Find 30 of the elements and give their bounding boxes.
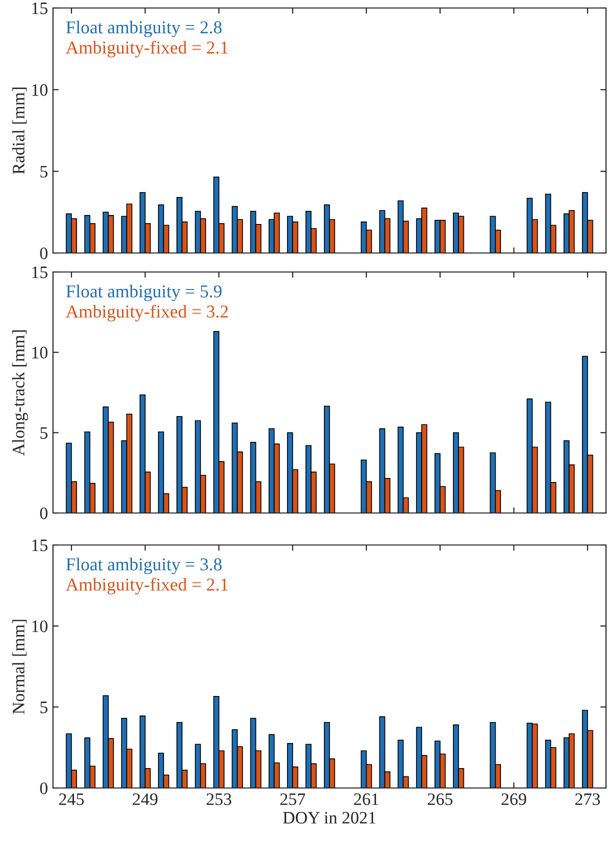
x-tick-label: 257 [280,793,306,806]
x-tick-label: 265 [428,793,452,806]
x-tick-label: 261 [354,793,378,806]
y-tick-label: 15 [32,2,48,14]
y-tick-label: 10 [32,346,48,359]
x-axis-title: DOY in 2021 [283,812,376,824]
x-tick-label: 269 [502,793,526,806]
text: Ambiguity-fixed = 2.1 [66,578,228,594]
text: Float ambiguity = 3.8 [66,558,222,574]
y-tick-label: 15 [32,540,48,552]
y-axis-title: Along-track [mm] [12,330,28,456]
x-tick-label: 273 [575,793,600,806]
y-axis-title: Normal [mm] [12,620,27,714]
y-tick-label: 0 [40,782,48,794]
x-tick-label: 253 [206,793,232,806]
y-tick-label: 5 [40,427,48,439]
y-tick-label: 5 [40,166,48,178]
x-tick-label: 245 [59,793,84,806]
y-axis-title: Radial [mm] [12,88,27,174]
series-label: Float ambiguity = 5.9 [66,284,222,302]
y-tick-label: 5 [40,702,48,714]
x-tick-label: 249 [132,793,158,806]
text: Ambiguity-fixed = 3.2 [66,304,228,322]
y-tick-label: 15 [32,266,48,278]
y-tick-label: 10 [32,84,48,96]
y-tick-label: 10 [32,620,48,632]
y-tick-label: 0 [40,507,48,520]
y-tick-label: 0 [40,247,48,260]
text: Ambiguity-fixed = 2.1 [66,40,228,58]
text: Float ambiguity = 2.8 [66,20,222,38]
